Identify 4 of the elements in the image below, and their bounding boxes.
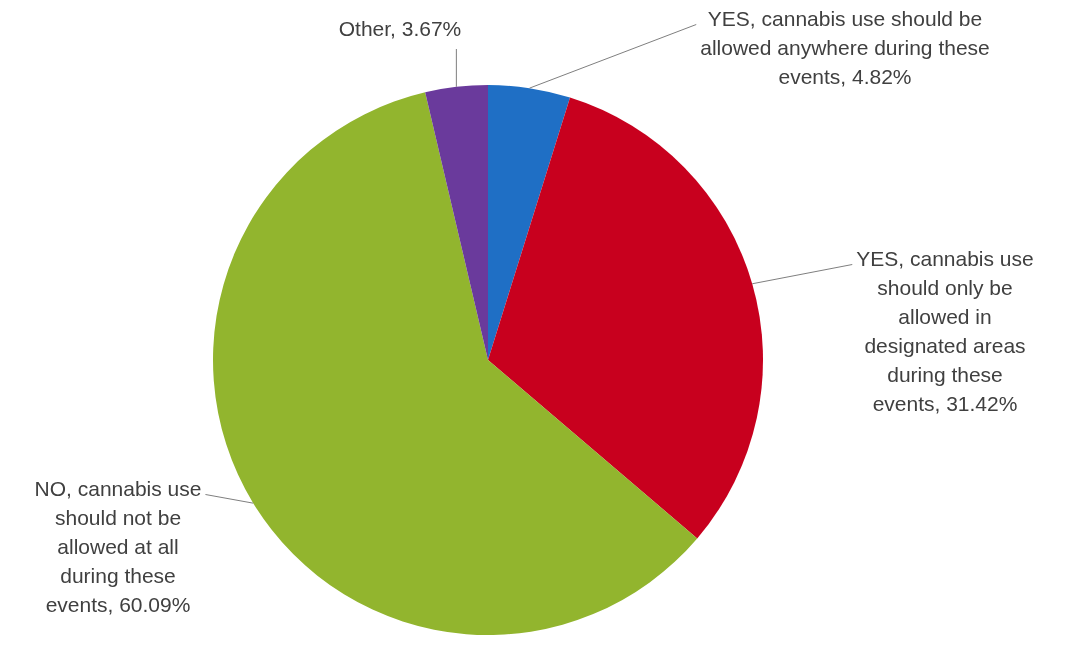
slice-label: YES, cannabis use should only be allowed in designated areas during these events, 31.42% [856, 247, 1034, 416]
slice-label: Other, 3.67% [338, 17, 462, 41]
slice-label: YES, cannabis use should be allowed anywhere during these events, 4.82% [700, 7, 990, 89]
slice-label: NO, cannabis use should not be allowed at all during these events, 60.09% [34, 477, 202, 617]
